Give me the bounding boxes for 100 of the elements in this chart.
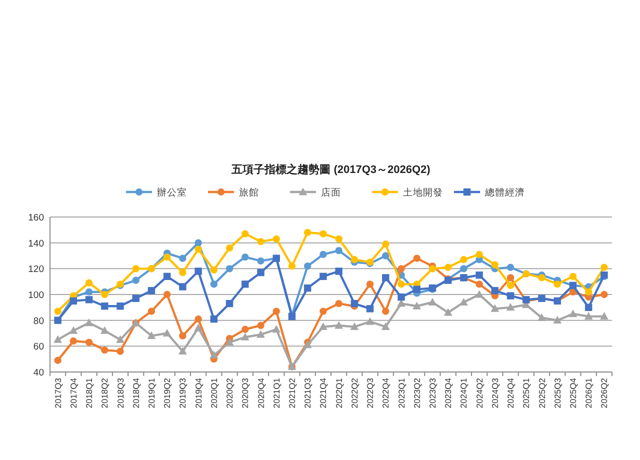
x-tick-label: 2023Q1	[396, 378, 406, 408]
point	[506, 274, 514, 282]
legend-label: 店面	[321, 186, 341, 198]
point	[210, 350, 218, 358]
point	[382, 308, 390, 315]
point	[382, 252, 390, 260]
legend-label: 辦公室	[157, 186, 187, 198]
x-tick-label: 2019Q4	[193, 378, 204, 408]
legend-label: 總體經濟	[484, 186, 525, 198]
y-tick-label: 160	[28, 212, 44, 224]
x-tick-label: 2024Q3	[490, 378, 500, 408]
point	[226, 300, 234, 308]
y-tick-label: 40	[33, 368, 44, 378]
point	[178, 346, 187, 355]
point	[148, 287, 156, 294]
point	[210, 315, 218, 323]
x-tick-label: 2022Q4	[380, 378, 391, 408]
point	[101, 290, 108, 298]
point	[600, 264, 608, 271]
point	[132, 276, 140, 284]
point	[568, 309, 578, 318]
point	[132, 265, 140, 272]
point	[569, 272, 577, 280]
point	[476, 272, 483, 279]
point	[257, 322, 264, 330]
point	[584, 304, 592, 312]
point	[226, 244, 234, 252]
x-tick-label: 2025Q3	[552, 378, 562, 408]
point	[600, 290, 608, 298]
x-tick-label: 2021Q1	[271, 378, 282, 408]
x-tick-label: 2021Q3	[302, 378, 313, 408]
x-tick-label: 2019Q3	[178, 378, 188, 408]
point	[320, 308, 327, 315]
point	[242, 326, 249, 333]
point	[194, 315, 202, 323]
point	[412, 302, 422, 310]
point	[428, 265, 436, 272]
point	[335, 268, 342, 275]
y-tick-label: 140	[28, 238, 44, 250]
point	[272, 308, 280, 315]
point	[413, 254, 420, 262]
point	[320, 230, 327, 238]
x-tick-label: 2018Q1	[84, 378, 94, 408]
point	[382, 274, 390, 282]
point	[460, 265, 468, 272]
point	[318, 322, 328, 330]
point	[335, 246, 342, 254]
point	[506, 292, 514, 300]
x-tick-label: 2024Q4	[506, 378, 516, 408]
point	[84, 318, 94, 326]
point	[476, 280, 483, 288]
point	[335, 235, 342, 243]
point	[303, 340, 312, 348]
point	[116, 348, 124, 355]
x-tick-label: 2020Q4	[256, 378, 266, 408]
point	[320, 250, 327, 258]
legend-label: 土地開發	[403, 186, 443, 198]
point	[256, 330, 265, 338]
point	[194, 324, 203, 332]
x-tick-label: 2019Q1	[146, 378, 156, 408]
x-tick-label: 2026Q2	[599, 378, 610, 408]
point	[304, 228, 312, 236]
chart-title: 五項子指標之趨勢圖 (2017Q3～2026Q2)	[230, 163, 431, 176]
point	[242, 253, 249, 261]
x-tick-label: 2026Q1	[584, 378, 594, 408]
x-tick-label: 2023Q4	[443, 378, 454, 408]
point	[476, 250, 483, 258]
point	[148, 308, 156, 315]
x-tick-label: 2020Q1	[208, 378, 219, 408]
point	[147, 331, 156, 340]
point	[257, 268, 264, 276]
point	[226, 265, 234, 272]
point	[85, 338, 93, 346]
point	[163, 290, 171, 298]
point	[54, 308, 62, 315]
point	[272, 235, 280, 243]
point	[132, 294, 140, 302]
point	[553, 316, 562, 324]
point	[398, 280, 405, 288]
point	[444, 264, 452, 271]
point	[288, 262, 296, 270]
point	[366, 317, 374, 325]
point	[242, 230, 249, 238]
x-tick-label: 2025Q4	[568, 378, 578, 408]
point	[382, 240, 390, 248]
point	[381, 322, 390, 330]
x-tick-label: 2022Q3	[365, 378, 376, 408]
x-tick-label: 2018Q3	[115, 378, 126, 408]
point	[210, 280, 218, 288]
point	[460, 256, 468, 264]
x-tick-label: 2024Q1	[458, 378, 469, 408]
point	[272, 324, 281, 333]
point	[54, 356, 62, 364]
point	[116, 302, 124, 310]
point	[506, 303, 515, 311]
point	[240, 332, 250, 340]
point	[584, 288, 592, 296]
x-tick-label: 2018Q2	[100, 378, 110, 408]
point	[334, 321, 344, 329]
point	[350, 300, 358, 308]
